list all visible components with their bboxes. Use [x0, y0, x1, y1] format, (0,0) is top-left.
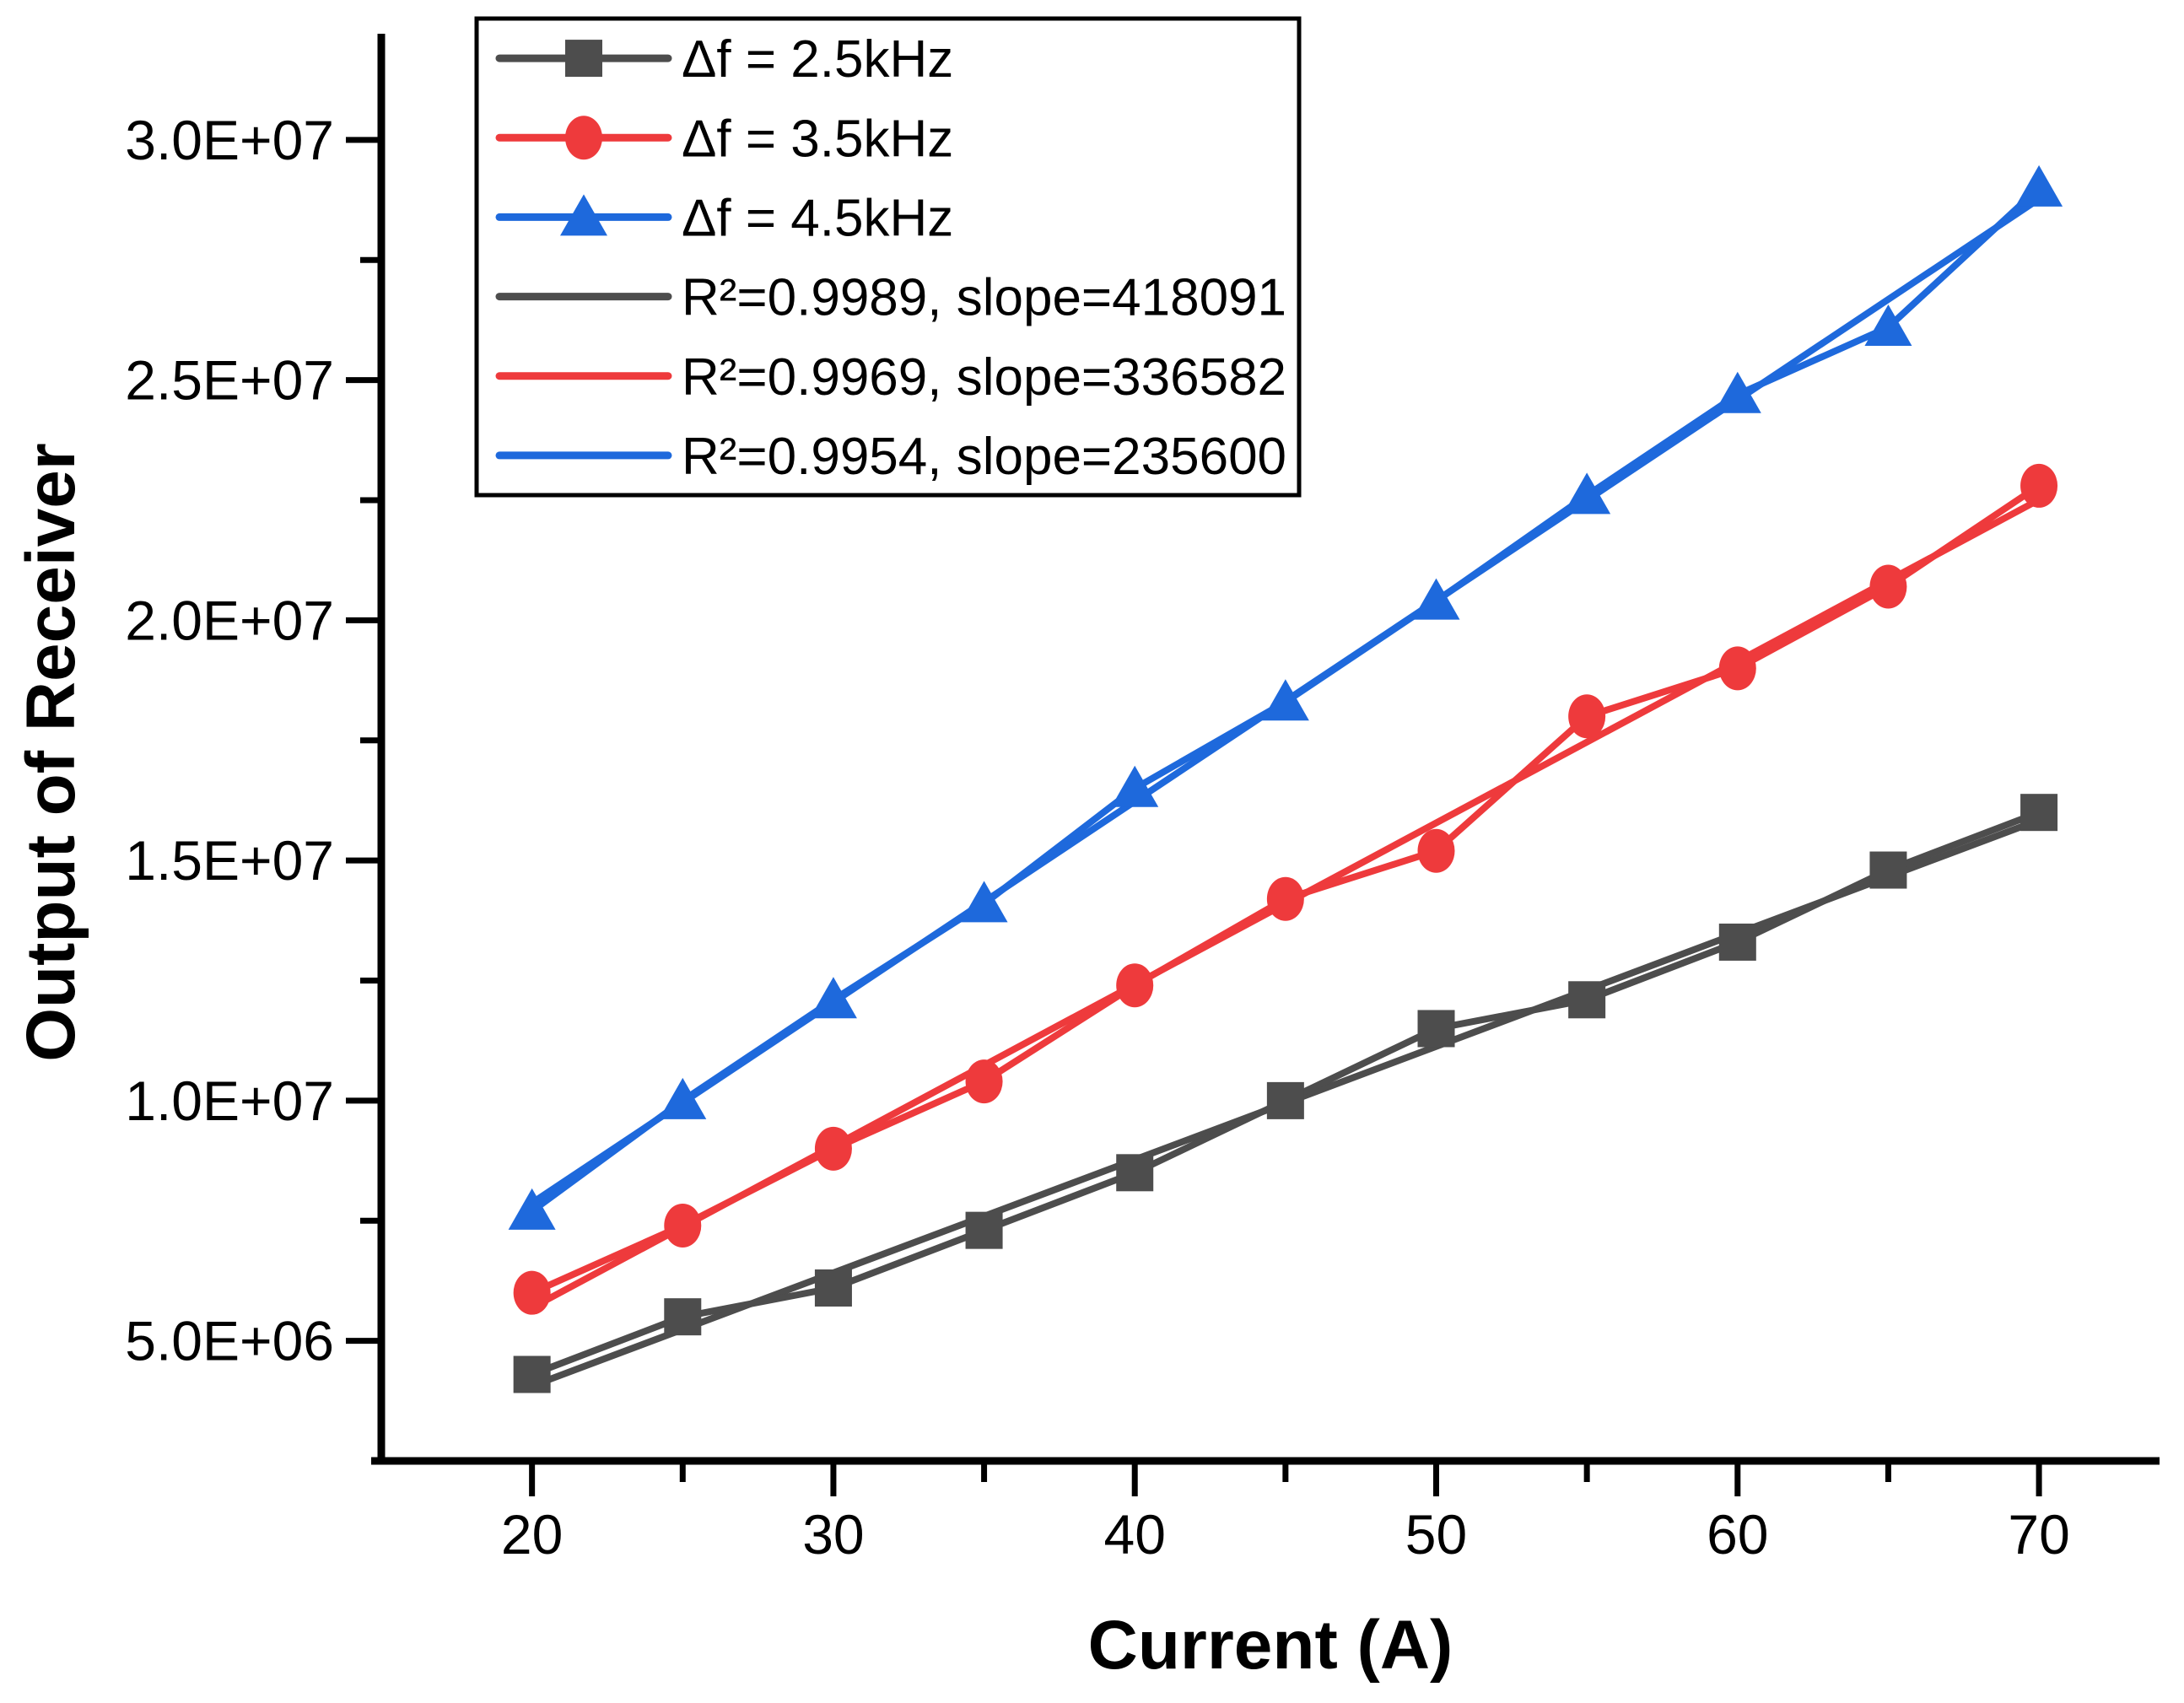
marker-triangle: [1261, 679, 1309, 721]
legend-label: Δf = 2.5kHz: [682, 30, 953, 89]
axes: 20 30 40 50 60 70 5.0E+06 1.0E+07 1.5E+07 2.0E+07…: [125, 34, 2160, 1566]
marker-square: [1417, 1010, 1455, 1048]
marker-circle: [1568, 694, 1606, 739]
legend: Δf = 2.5kHz Δf = 3.5kHz Δf = 4.5kHz R²=0.99…: [474, 16, 1302, 498]
legend-label: Δf = 4.5kHz: [682, 189, 953, 247]
x-tick-label: 50: [1405, 1503, 1467, 1566]
series-1: [513, 463, 2058, 1315]
y-tick-label: 3.0E+07: [125, 109, 334, 171]
marker-circle: [1116, 963, 1154, 1008]
marker-square: [565, 40, 602, 78]
marker-square: [2020, 794, 2058, 832]
x-tick-label: 70: [2008, 1503, 2069, 1566]
marker-square: [1568, 981, 1606, 1019]
marker-circle: [1869, 564, 1907, 609]
marker-circle: [1266, 876, 1304, 921]
marker-triangle: [960, 881, 1008, 923]
x-tick-label: 60: [1707, 1503, 1768, 1566]
marker-square: [1869, 851, 1907, 889]
marker-circle: [814, 1126, 852, 1171]
marker-triangle: [1563, 472, 1611, 515]
marker-triangle: [508, 1188, 556, 1230]
marker-triangle: [809, 977, 857, 1019]
legend-label: R²=0.9969, slope=336582: [682, 348, 1286, 407]
marker-triangle: [1111, 765, 1159, 807]
marker-circle: [565, 116, 602, 160]
series-2: [508, 164, 2063, 1230]
x-tick-label: 30: [802, 1503, 864, 1566]
legend-entry-1: Δf = 3.5kHz: [495, 110, 953, 168]
marker-square: [1266, 1081, 1304, 1119]
marker-triangle: [1864, 304, 1912, 346]
marker-triangle: [1713, 371, 1761, 413]
marker-square: [513, 1355, 551, 1393]
legend-entry-2: Δf = 4.5kHz: [495, 189, 953, 247]
y-tick-label: 2.0E+07: [125, 589, 334, 651]
marker-square: [1116, 1154, 1154, 1192]
y-tick-label: 1.0E+07: [125, 1070, 334, 1132]
marker-triangle: [1412, 578, 1460, 620]
legend-entry-5: R²=0.9954, slope=235600: [495, 428, 1286, 486]
marker-circle: [664, 1203, 702, 1248]
y-tick-label: 5.0E+06: [125, 1310, 334, 1372]
marker-square: [965, 1211, 1003, 1249]
marker-triangle: [560, 194, 607, 236]
marker-square: [814, 1269, 852, 1307]
legend-label: R²=0.9954, slope=235600: [682, 428, 1286, 486]
marker-circle: [1718, 646, 1756, 691]
marker-triangle: [2015, 164, 2063, 207]
x-tick-label: 20: [501, 1503, 563, 1566]
marker-circle: [2020, 463, 2058, 508]
y-tick-label: 1.5E+07: [125, 829, 334, 892]
x-tick-label: 40: [1104, 1503, 1166, 1566]
y-tick-label: 2.5E+07: [125, 349, 334, 412]
marker-circle: [965, 1059, 1003, 1104]
data-series: [508, 164, 2063, 1393]
marker-circle: [513, 1270, 551, 1315]
marker-square: [664, 1298, 702, 1336]
legend-label: Δf = 3.5kHz: [682, 110, 953, 168]
legend-entry-4: R²=0.9969, slope=336582: [495, 348, 1286, 407]
y-axis-title: Output of Receiver: [13, 443, 89, 1062]
legend-label: R²=0.9989, slope=418091: [682, 269, 1286, 327]
legend-entry-3: R²=0.9989, slope=418091: [495, 269, 1286, 327]
legend-entry-0: Δf = 2.5kHz: [495, 30, 953, 89]
legend-box: [474, 16, 1302, 498]
series-0: [513, 794, 2058, 1393]
marker-square: [1718, 923, 1756, 961]
marker-circle: [1417, 828, 1455, 873]
x-axis-title: Current (A): [1088, 1607, 1453, 1684]
marker-triangle: [659, 1077, 707, 1119]
